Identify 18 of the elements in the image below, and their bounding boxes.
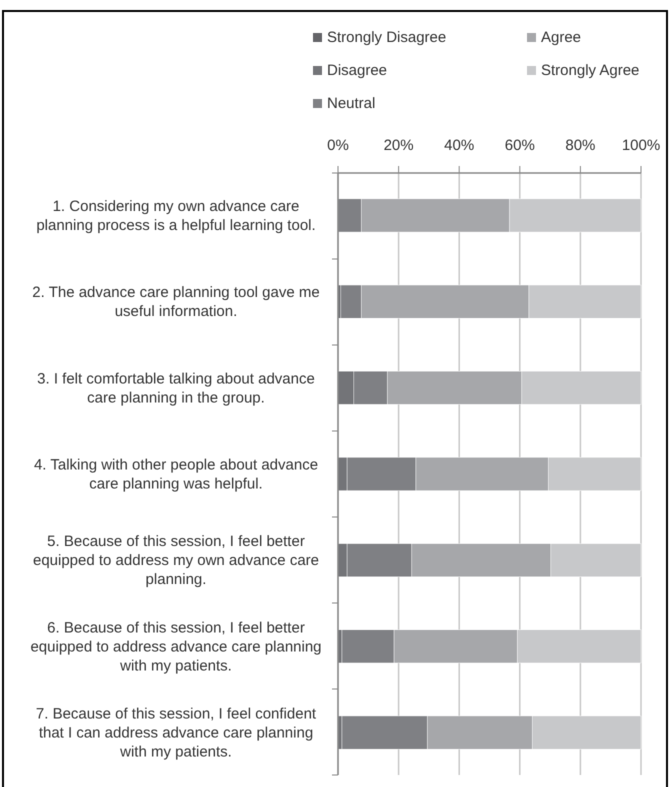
y-tick-label: 6. Because of this session, I feel better equipped to address advance care planning with my patients. (30, 619, 322, 674)
legend-label: Agree (541, 28, 582, 46)
x-tick-label: 0% (327, 137, 349, 154)
y-tick-label: 1. Considering my own advance care planning process is a helpful learning tool. (36, 198, 316, 234)
legend-label: Strongly Disagree (327, 28, 446, 46)
legend-label: Strongly Agree (541, 62, 640, 79)
y-tick-label: 5. Because of this session, I feel better equipped to address my own advance care planning. (32, 533, 320, 588)
y-tick-label: 3. I felt comfortable talking about advance care planning in the group. (37, 370, 315, 406)
legend-label: Neutral (327, 94, 376, 112)
x-tick-label: 100% (622, 137, 660, 154)
legend-label: Disagree (327, 62, 388, 79)
y-tick-label: 4. Talking with other people about advance care planning was helpful. (34, 456, 318, 492)
x-tick-label: 40% (444, 137, 474, 154)
x-tick-label: 60% (504, 137, 535, 154)
y-tick-label: 2. The advance care planning tool gave me useful information. (32, 284, 320, 320)
x-tick-label: 80% (565, 137, 596, 154)
y-tick-label: 7. Because of this session, I feel confident that I can address advance care planning with my patients. (36, 706, 317, 761)
x-tick-label: 20% (384, 137, 414, 154)
